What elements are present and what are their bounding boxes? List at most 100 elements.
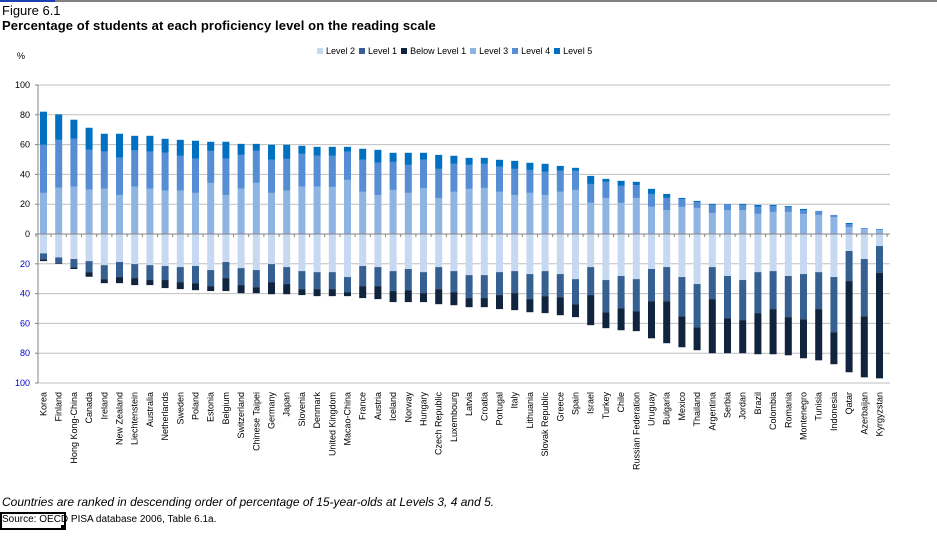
x-category-label: Russian Federation: [631, 392, 641, 470]
bar-segment-below-level-1: [450, 292, 458, 306]
cell-fill-handle[interactable]: [61, 525, 66, 530]
bar-segment-level-3: [587, 202, 595, 234]
bar-segment-level-3: [40, 192, 47, 234]
bar-segment-level-1: [556, 274, 564, 298]
bar-segment-level-2: [693, 234, 701, 285]
x-category-label: Korea: [39, 392, 49, 416]
bar-segment-level-1: [769, 271, 777, 310]
bar-segment-level-4: [85, 149, 93, 190]
bar-segment-level-3: [404, 192, 412, 234]
bar-segment-level-4: [480, 163, 488, 188]
bar-segment-level-4: [860, 228, 868, 229]
y-tick-label: 80: [20, 348, 30, 358]
bar-segment-level-3: [693, 207, 701, 234]
bar-segment-level-5: [70, 119, 78, 139]
bar-segment-level-1: [617, 276, 625, 309]
legend-label: Level 2: [326, 46, 356, 56]
bar-segment-below-level-1: [252, 287, 260, 294]
bar-segment-below-level-1: [116, 277, 123, 284]
x-category-label: Colombia: [768, 392, 778, 430]
bar-segment-level-4: [222, 158, 230, 195]
bar-segment-level-1: [450, 271, 458, 293]
bar-segment-below-level-1: [678, 316, 686, 348]
bar-segment-level-5: [587, 175, 595, 184]
bar-segment-level-1: [237, 268, 245, 286]
x-category-label: Liechtenstein: [130, 392, 140, 445]
x-category-label: Slovenia: [297, 392, 307, 427]
bar-segment-level-5: [420, 152, 427, 160]
bar-segment-level-1: [116, 262, 123, 278]
bar-segment-level-2: [815, 234, 823, 273]
bar-segment-level-4: [602, 181, 610, 198]
x-category-label: Macao-China: [343, 392, 353, 446]
bar-segment-level-2: [845, 234, 853, 251]
bar-segment-level-2: [313, 234, 321, 273]
bar-segment-level-1: [587, 267, 595, 296]
bar-segment-level-2: [739, 234, 747, 281]
bar-segment-level-5: [131, 135, 139, 151]
y-tick-label: 0: [25, 229, 30, 239]
bar-segment-level-3: [480, 187, 488, 234]
bar-segment-level-2: [724, 234, 731, 277]
bar-segment-below-level-1: [359, 286, 367, 299]
x-category-label: Canada: [84, 392, 94, 424]
bar-segment-level-2: [374, 234, 382, 268]
bar-segment-below-level-1: [648, 301, 655, 339]
bar-segment-level-2: [678, 234, 686, 278]
bar-segment-level-5: [100, 133, 108, 152]
bar-segment-level-1: [739, 280, 747, 321]
bar-segment-level-1: [252, 270, 260, 288]
cell-selection-box[interactable]: [0, 512, 66, 530]
bar-segment-below-level-1: [222, 278, 230, 292]
bar-segment-level-1: [207, 270, 215, 287]
bar-segment-level-3: [876, 229, 883, 234]
bar-segment-below-level-1: [602, 312, 610, 329]
x-category-label: Uruguay: [647, 392, 657, 427]
bar-segment-below-level-1: [860, 316, 868, 378]
bar-segment-level-2: [70, 234, 78, 260]
bar-segment-level-5: [85, 127, 93, 150]
bar-segment-level-5: [769, 204, 777, 206]
bar-segment-level-1: [435, 267, 443, 290]
bar-segment-level-3: [116, 194, 123, 234]
bar-segment-level-2: [648, 234, 655, 270]
legend-item: Level 5: [554, 46, 592, 56]
bar-segment-level-3: [572, 189, 579, 234]
legend-swatch: [554, 48, 561, 54]
x-category-label: Denmark: [312, 392, 322, 429]
bar-segment-level-5: [541, 163, 549, 172]
bar-segment-level-4: [526, 169, 534, 193]
bar-segment-level-5: [678, 197, 686, 199]
x-category-label: Finland: [54, 392, 64, 422]
bar-segment-level-4: [693, 201, 701, 208]
bar-segment-level-5: [252, 143, 260, 151]
bar-segment-level-4: [845, 224, 853, 227]
bar-segment-level-4: [572, 170, 579, 190]
bar-segment-level-2: [800, 234, 807, 275]
bar-segment-level-3: [724, 210, 731, 234]
bar-segment-level-1: [131, 264, 139, 279]
bar-segment-level-1: [663, 267, 671, 302]
bar-segment-level-2: [222, 234, 230, 263]
bar-segment-level-3: [222, 194, 230, 234]
source-text: Source: OECD PISA database 2006, Table 6…: [2, 514, 217, 525]
bar-segment-level-5: [480, 157, 488, 164]
bar-segment-level-4: [724, 203, 731, 211]
bar-segment-level-4: [663, 197, 671, 211]
bar-segment-level-3: [815, 214, 823, 234]
bar-segment-level-3: [344, 179, 351, 234]
bar-segment-below-level-1: [526, 299, 534, 313]
bar-segment-level-5: [359, 148, 367, 160]
bar-segment-level-3: [511, 194, 519, 234]
bar-segment-level-1: [176, 267, 184, 283]
bar-segment-level-1: [784, 276, 792, 318]
bar-segment-level-2: [754, 234, 762, 273]
bar-segment-level-5: [708, 203, 716, 205]
x-category-label: Czech Republic: [434, 392, 444, 456]
bar-segment-level-4: [556, 170, 564, 192]
bar-segment-level-4: [298, 153, 306, 187]
x-category-label: Portugal: [495, 392, 505, 426]
bar-segment-level-4: [678, 198, 686, 207]
bar-segment-level-2: [602, 234, 610, 281]
bar-segment-level-3: [465, 188, 473, 234]
